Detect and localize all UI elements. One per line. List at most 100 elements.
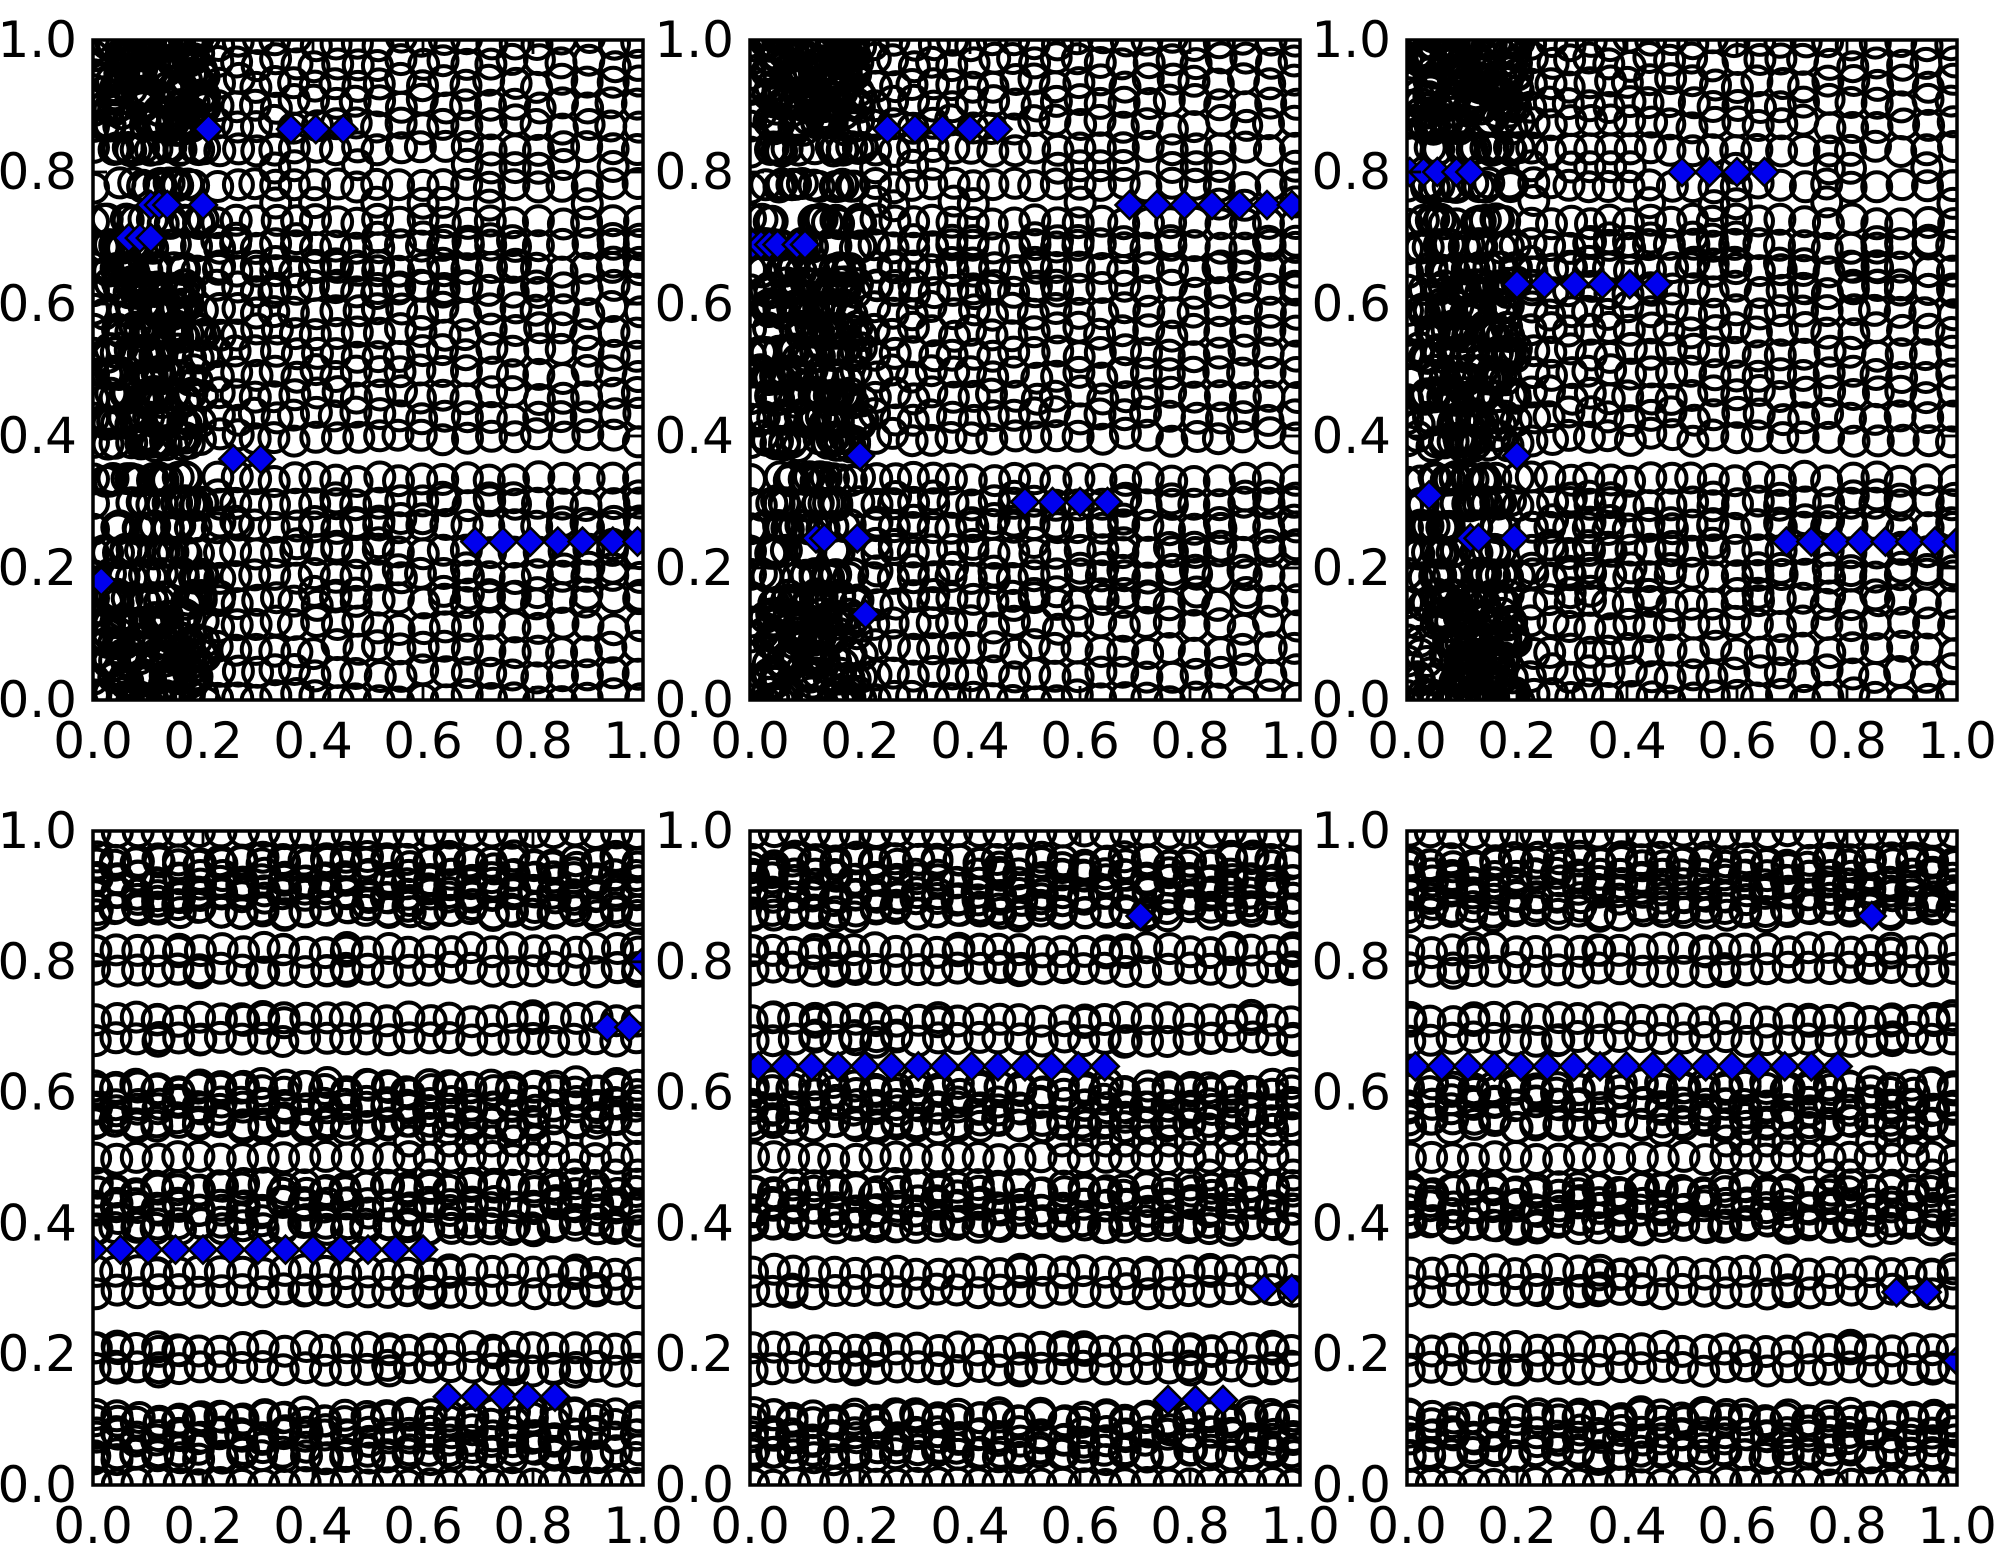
x-tick-label: 0.2 [1477,712,1557,770]
axes-frame [748,829,1302,1487]
x-tick-label: 0.6 [1697,1497,1777,1555]
y-tick-label: 0.8 [654,933,734,991]
tick-labels: 0.00.0 0.2 0.2 0.4 0.4 0.6 0.6 0.8 0.8 1.0 1.0 [654,11,1339,770]
x-tick-label: 0.0 [53,712,133,770]
subplot-top-left: 0.00.0 0.2 0.2 0.4 0.4 0.6 0.6 0.8 0.8 1.0 1.0 [0,11,683,770]
x-tick-label: 0.6 [383,1497,463,1555]
axis-ticks [91,829,645,1487]
y-tick-label: 0.8 [1311,933,1391,991]
y-tick-label: 0.2 [654,1325,734,1383]
y-tick-label: 1.0 [0,11,77,69]
y-tick-label: 0.6 [654,1064,734,1122]
x-tick-label: 0.8 [1150,1497,1230,1555]
y-tick-label: 0.6 [1311,275,1391,333]
x-tick-label: 0.6 [383,712,463,770]
y-tick-label: 0.0 [1311,1456,1391,1514]
y-tick-label: 1.0 [0,802,77,860]
axes-frame [1405,38,1959,702]
x-tick-label: 0.4 [1587,712,1667,770]
y-tick-label: 0.4 [1311,1194,1391,1252]
circle-markers [750,40,1300,700]
axis-ticks [91,38,645,702]
x-tick-label: 0.8 [493,1497,573,1555]
y-tick-label: 0.0 [654,1456,734,1514]
diamond-markers [1407,900,1957,1377]
subplot-bottom-middle: 0.00.0 0.2 0.2 0.4 0.4 0.6 0.6 0.8 0.8 1.0 1.0 [654,802,1339,1555]
y-tick-label: 1.0 [1311,802,1391,860]
diamond-markers [93,113,643,597]
axes-frame [91,829,645,1487]
circle-markers [1407,40,1957,700]
diamond-markers [93,946,643,1413]
y-tick-label: 0.2 [0,539,77,597]
x-tick-label: 0.4 [1587,1497,1667,1555]
subplot-top-middle: 0.00.0 0.2 0.2 0.4 0.4 0.6 0.6 0.8 0.8 1.0 1.0 [654,11,1339,770]
x-tick-label: 0.6 [1040,1497,1120,1555]
y-tick-label: 0.0 [654,671,734,729]
subplot-bottom-left: 0.00.0 0.2 0.2 0.4 0.4 0.6 0.6 0.8 0.8 1.0 1.0 [0,802,683,1555]
y-tick-label: 1.0 [654,11,734,69]
axes-frame [91,38,645,702]
subplot-top-right: 0.00.0 0.2 0.2 0.4 0.4 0.6 0.6 0.8 0.8 1.0 1.0 [1311,11,1996,770]
y-tick-label: 1.0 [1311,11,1391,69]
diamond-markers [750,900,1300,1416]
x-tick-label: 0.2 [1477,1497,1557,1555]
x-tick-label: 0.0 [710,1497,790,1555]
x-tick-label: 0.4 [930,712,1010,770]
circle-markers [93,831,643,1485]
x-tick-label: 0.2 [820,712,900,770]
y-tick-label: 0.8 [1311,143,1391,201]
y-tick-label: 0.4 [1311,407,1391,465]
x-tick-label: 0.8 [493,712,573,770]
y-tick-label: 0.0 [1311,671,1391,729]
y-tick-label: 0.4 [654,1194,734,1252]
x-tick-label: 1.0 [1917,712,1997,770]
x-tick-label: 0.6 [1040,712,1120,770]
x-tick-label: 1.0 [1260,1497,1340,1555]
y-tick-label: 0.8 [0,933,77,991]
y-tick-label: 0.4 [0,1194,77,1252]
y-tick-label: 0.2 [1311,1325,1391,1383]
x-tick-label: 1.0 [1917,1497,1997,1555]
y-tick-label: 0.4 [0,407,77,465]
y-tick-label: 0.8 [654,143,734,201]
subplot-bottom-right: 0.00.0 0.2 0.2 0.4 0.4 0.6 0.6 0.8 0.8 1.0 1.0 [1311,802,1996,1555]
y-tick-label: 0.6 [1311,1064,1391,1122]
y-tick-label: 1.0 [654,802,734,860]
x-tick-label: 0.8 [1150,712,1230,770]
y-tick-label: 0.2 [1311,539,1391,597]
x-tick-label: 0.4 [273,712,353,770]
x-tick-label: 0.0 [1367,1497,1447,1555]
x-tick-label: 0.2 [163,712,243,770]
tick-labels: 0.00.0 0.2 0.2 0.4 0.4 0.6 0.6 0.8 0.8 1.0 1.0 [1311,11,1996,770]
y-tick-label: 0.6 [0,1064,77,1122]
axes-frame [748,38,1302,702]
x-tick-label: 1.0 [603,712,683,770]
x-tick-label: 0.0 [710,712,790,770]
tick-labels: 0.00.0 0.2 0.2 0.4 0.4 0.6 0.6 0.8 0.8 1.0 1.0 [0,11,683,770]
y-tick-label: 0.2 [654,539,734,597]
y-tick-label: 0.2 [0,1325,77,1383]
diamond-markers [1407,156,1957,558]
x-tick-label: 0.0 [1367,712,1447,770]
tick-labels: 0.00.0 0.2 0.2 0.4 0.4 0.6 0.6 0.8 0.8 1.0 1.0 [1311,802,1996,1555]
x-tick-label: 1.0 [1260,712,1340,770]
circle-markers [750,831,1300,1485]
y-tick-label: 0.8 [0,143,77,201]
y-tick-label: 0.6 [0,275,77,333]
circle-markers [1407,831,1957,1485]
axis-ticks [1405,38,1959,702]
axis-ticks [748,829,1302,1487]
tick-labels: 0.00.0 0.2 0.2 0.4 0.4 0.6 0.6 0.8 0.8 1.0 1.0 [654,802,1339,1555]
x-tick-label: 0.4 [273,1497,353,1555]
x-tick-label: 0.8 [1807,1497,1887,1555]
diamond-markers [750,113,1300,630]
x-tick-label: 1.0 [603,1497,683,1555]
axis-ticks [748,38,1302,702]
axis-ticks [1405,829,1959,1487]
x-tick-label: 0.2 [820,1497,900,1555]
y-tick-label: 0.4 [654,407,734,465]
x-tick-label: 0.0 [53,1497,133,1555]
